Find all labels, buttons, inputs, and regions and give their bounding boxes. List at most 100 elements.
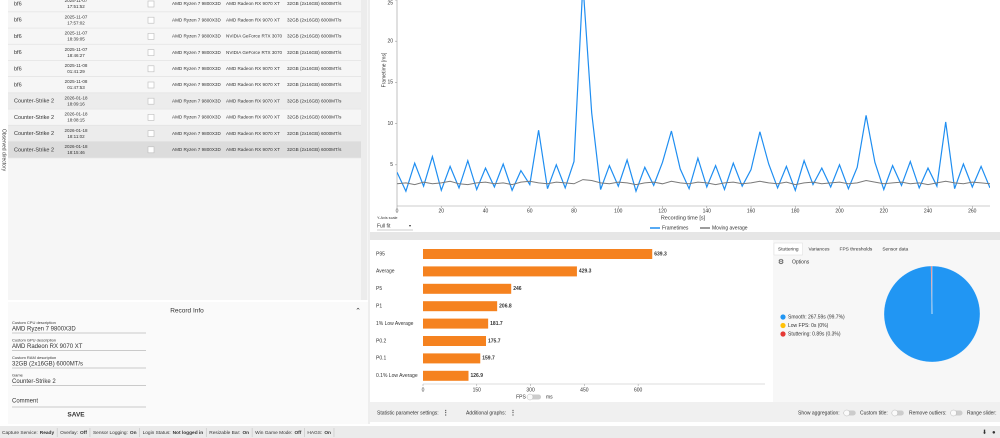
- legend-dot: [780, 322, 786, 329]
- record-row[interactable]: [8, 109, 361, 126]
- category-label: P95: [376, 251, 385, 257]
- bar: [423, 370, 469, 381]
- tab[interactable]: Variances: [809, 246, 831, 252]
- date-cell: 2025-11-07: [65, 31, 88, 36]
- value-label: 639.3: [654, 251, 667, 257]
- setting-label: Range slider:: [967, 410, 996, 416]
- x-tick-label: 20: [438, 208, 444, 214]
- ram-cell: 32GB (2x16GB) 6000MT/s: [287, 34, 342, 39]
- tab[interactable]: Sensor data: [882, 246, 908, 252]
- gpu-cell: AMD Radeon RX 9070 XT: [226, 82, 280, 87]
- ram-cell: 32GB (2x16GB) 6000MT/s: [287, 66, 342, 71]
- record-info-title: Record Info: [170, 308, 204, 315]
- tab[interactable]: Stuttering: [778, 246, 799, 252]
- checkbox[interactable]: [147, 49, 155, 56]
- cpu-cell: AMD Ryzen 7 9800X3D: [172, 1, 221, 6]
- value-label: 429.3: [579, 269, 592, 275]
- x-tick-label: 200: [835, 208, 844, 214]
- bar: [423, 249, 653, 259]
- value-label: 246: [513, 286, 522, 292]
- dropdown-arrow: ▾: [409, 223, 411, 228]
- gpu-cell: AMD Radeon RX 9070 XT: [226, 1, 280, 6]
- value-label: 181.7: [490, 321, 503, 327]
- category-label: 0.1% Low Average: [376, 373, 418, 379]
- time-cell: 18:11:02: [67, 134, 85, 139]
- ram-cell: 32GB (2x16GB) 6000MT/s: [287, 1, 342, 6]
- x-tick-label: 60: [527, 208, 533, 214]
- date-cell: 2025-11-07: [65, 47, 88, 52]
- field-value: AMD Ryzen 7 9800X3D: [12, 327, 76, 333]
- record-row[interactable]: [8, 60, 361, 77]
- x-tick-label: 120: [658, 208, 667, 214]
- scrollbar[interactable]: [361, 0, 367, 300]
- bar: [423, 336, 487, 346]
- y-tick-label: 20: [387, 39, 393, 45]
- field-value: 32GB (2x16GB) 6000MT/s: [12, 362, 83, 368]
- sidebar-label: Observed directory: [1, 129, 7, 172]
- gpu-cell: NVIDIA GeForce RTX 3070: [226, 34, 283, 39]
- x-tick-label: 0: [422, 387, 425, 393]
- checkbox[interactable]: [147, 0, 155, 8]
- game-cell: bf6: [14, 1, 22, 7]
- save-button[interactable]: SAVE: [67, 412, 85, 419]
- y-tick-label: 15: [387, 80, 393, 86]
- legend-label: Low FPS: 0s (0%): [788, 323, 829, 329]
- checkbox[interactable]: [147, 16, 155, 24]
- checkbox[interactable]: [147, 114, 155, 121]
- x-tick-label: 150: [473, 387, 482, 393]
- checkbox[interactable]: [147, 33, 155, 40]
- cpu-cell: AMD Ryzen 7 9800X3D: [172, 50, 221, 55]
- checkbox[interactable]: [147, 81, 155, 89]
- record-row[interactable]: [8, 28, 361, 45]
- tab[interactable]: FPS thresholds: [840, 246, 873, 252]
- record-row[interactable]: [8, 125, 361, 142]
- setting-label: Show aggregation:: [798, 410, 840, 416]
- checkbox[interactable]: [147, 65, 155, 73]
- splitter[interactable]: [370, 232, 1000, 240]
- record-row[interactable]: [8, 12, 361, 29]
- gpu-cell: NVIDIA GeForce RTX 3070: [226, 50, 283, 55]
- time-cell: 17:57:02: [67, 20, 85, 25]
- toggle-knob: [526, 393, 534, 401]
- status-label: Sensor Logging:: [93, 430, 128, 436]
- date-cell: 2025-11-08: [65, 63, 88, 68]
- record-row[interactable]: [8, 0, 361, 12]
- legend-label: Stuttering: 0.89s (0.3%): [788, 331, 841, 337]
- time-cell: 18:09:16: [67, 101, 85, 106]
- date-cell: 2026-01-18: [64, 95, 88, 100]
- setting-label: Remove outliers:: [909, 410, 947, 416]
- ram-cell: 32GB (2x16GB) 6000MT/s: [287, 115, 342, 120]
- date-cell: 2026-01-18: [64, 112, 88, 117]
- status-value: Off: [294, 430, 301, 436]
- moving-average-line: [397, 179, 990, 186]
- status-bar: [0, 426, 1000, 438]
- x-tick-label: 40: [483, 208, 489, 214]
- y-tick-label: 5: [390, 162, 393, 168]
- gpu-cell: AMD Radeon RX 9070 XT: [226, 17, 280, 22]
- cpu-cell: AMD Ryzen 7 9800X3D: [172, 147, 221, 152]
- ram-cell: 32GB (2x16GB) 6000MT/s: [287, 17, 342, 22]
- record-row[interactable]: [8, 141, 361, 158]
- record-row[interactable]: [8, 77, 361, 93]
- y-scale-label: Y-Axis scale: [377, 216, 398, 220]
- record-row[interactable]: [8, 44, 361, 61]
- checkbox[interactable]: [147, 97, 155, 105]
- gpu-cell: AMD Radeon RX 9070 XT: [226, 147, 280, 152]
- record-row[interactable]: [8, 93, 361, 110]
- game-cell: bf6: [14, 82, 22, 88]
- checkbox[interactable]: [147, 146, 155, 154]
- pie-slice: [930, 265, 933, 315]
- x-tick-label: 600: [634, 387, 643, 393]
- ram-cell: 32GB (2x16GB) 6000MT/s: [287, 98, 342, 103]
- field-label: Game: [12, 373, 24, 378]
- x-tick-label: 140: [703, 208, 712, 214]
- status-label: Win Game Mode:: [255, 430, 292, 436]
- game-cell: bf6: [14, 66, 22, 72]
- bar: [423, 353, 481, 364]
- setting-label: Statistic parameter settings:: [377, 410, 439, 416]
- category-label: P0.1: [376, 356, 387, 362]
- time-cell: 18:39:05: [67, 37, 85, 42]
- checkbox[interactable]: [147, 130, 155, 137]
- status-value: On: [130, 430, 137, 436]
- x-tick-label: 160: [747, 208, 756, 214]
